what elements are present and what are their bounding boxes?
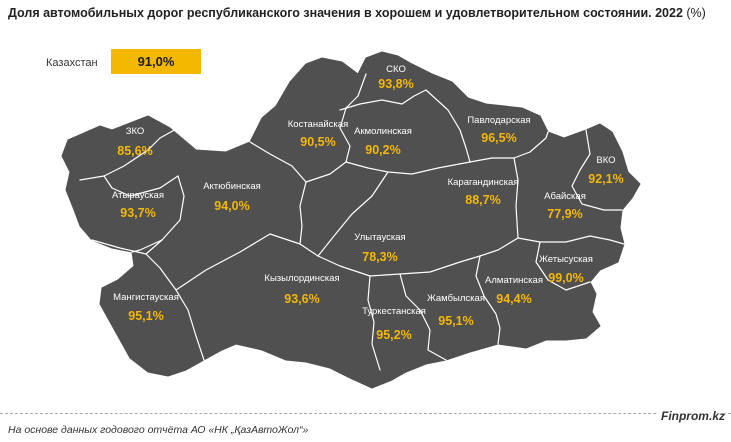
- region-name-turkestan: Туркестанская: [362, 306, 426, 317]
- border-abai-zhetysu: [517, 235, 625, 245]
- region-value-atyrau: 93,7%: [120, 206, 155, 220]
- border-akmola-karaganda: [345, 161, 471, 175]
- border-atyrau-aktobe: [131, 175, 185, 253]
- region-name-atyrau: Атырауская: [112, 190, 164, 201]
- region-value-aktobe: 94,0%: [214, 199, 249, 213]
- region-value-kyzylorda: 93,6%: [284, 292, 319, 306]
- border-almaty-zhetysu: [535, 241, 591, 291]
- border-akmola-sko: [339, 89, 427, 111]
- country-outline: [61, 51, 641, 389]
- kazakhstan-label: Казахстан: [46, 57, 98, 69]
- border-karaganda-abai: [513, 157, 519, 239]
- region-name-ulytau: Улытауская: [354, 232, 405, 243]
- border-pavlodar-karaganda: [469, 131, 549, 163]
- region-name-zhambyl: Жамбылская: [427, 293, 485, 304]
- region-name-pavlodar: Павлодарская: [467, 115, 530, 126]
- region-value-zhambyl: 95,1%: [438, 314, 473, 328]
- border-aktobe-kyzylorda: [175, 233, 319, 291]
- region-borders: [79, 73, 625, 371]
- title-text: Доля автомобильных дорог республиканског…: [8, 6, 683, 20]
- border-zko-atyrau: [103, 175, 179, 197]
- region-name-almaty: Алматинская: [485, 275, 543, 286]
- region-value-pavlodar: 96,5%: [481, 131, 516, 145]
- region-value-almaty: 94,4%: [496, 292, 531, 306]
- region-name-kyzylorda: Кызылординская: [264, 273, 339, 284]
- border-mangistau-top: [91, 239, 163, 255]
- region-name-zko: ЗКО: [126, 126, 145, 137]
- border-akmola-pavlodar: [425, 89, 471, 163]
- region-name-zhetysu: Жетысуская: [539, 254, 593, 265]
- title-unit: (%): [686, 6, 706, 20]
- border-kostanay-akmola: [305, 73, 367, 183]
- region-value-sko: 93,8%: [378, 77, 413, 91]
- region-name-mangistau: Мангистауская: [113, 292, 179, 303]
- chart-title: Доля автомобильных дорог республиканског…: [8, 6, 706, 20]
- region-value-zko: 85,6%: [117, 144, 152, 158]
- border-zhambyl-almaty: [475, 255, 501, 345]
- border-mangistau-east: [145, 253, 205, 361]
- region-labels: СКО 93,8% Костанайская 90,5% Акмолинская…: [112, 64, 624, 342]
- kazakhstan-value-badge: 91,0%: [111, 49, 201, 74]
- region-value-abai: 77,9%: [547, 207, 582, 221]
- region-value-vko: 92,1%: [588, 172, 623, 186]
- region-value-akmola: 90,2%: [365, 143, 400, 157]
- border-turkestan-zhambyl: [399, 273, 447, 361]
- region-name-vko: ВКО: [596, 155, 615, 166]
- region-value-karaganda: 88,7%: [465, 193, 500, 207]
- border-kyzylorda-turkestan: [367, 275, 381, 371]
- border-abai-vko: [571, 129, 623, 211]
- region-value-zhetysu: 99,0%: [548, 271, 583, 285]
- border-zko-aktobe: [79, 127, 179, 181]
- footer-divider: [0, 413, 731, 414]
- brand-logo-text: Finprom.kz: [656, 409, 725, 423]
- region-name-kostanay: Костанайская: [288, 119, 348, 130]
- border-karaganda-ulytau: [317, 171, 389, 257]
- region-value-mangistau: 95,1%: [128, 309, 163, 323]
- source-note: На основе данных годового отчёта АО «НК …: [8, 424, 309, 436]
- region-name-akmola: Акмолинская: [354, 126, 412, 137]
- map-shape: [61, 51, 641, 389]
- border-ulytau-south: [317, 237, 519, 277]
- region-value-ulytau: 78,3%: [362, 250, 397, 264]
- region-value-turkestan: 95,2%: [376, 328, 411, 342]
- region-name-abai: Абайская: [544, 191, 586, 202]
- region-name-aktobe: Актюбинская: [203, 181, 261, 192]
- region-value-kostanay: 90,5%: [300, 135, 335, 149]
- region-name-sko: СКО: [386, 64, 406, 75]
- region-name-karaganda: Карагандинская: [448, 177, 519, 188]
